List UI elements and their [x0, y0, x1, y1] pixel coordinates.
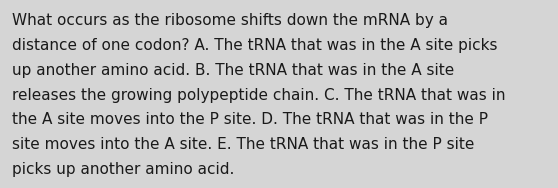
Text: releases the growing polypeptide chain. C. The tRNA that was in: releases the growing polypeptide chain. … — [12, 88, 506, 103]
Text: site moves into the A site. E. The tRNA that was in the P site: site moves into the A site. E. The tRNA … — [12, 137, 475, 152]
Text: up another amino acid. B. The tRNA that was in the A site: up another amino acid. B. The tRNA that … — [12, 63, 455, 78]
Text: the A site moves into the P site. D. The tRNA that was in the P: the A site moves into the P site. D. The… — [12, 112, 488, 127]
Text: picks up another amino acid.: picks up another amino acid. — [12, 162, 235, 177]
Text: distance of one codon? A. The tRNA that was in the A site picks: distance of one codon? A. The tRNA that … — [12, 38, 498, 53]
Text: What occurs as the ribosome shifts down the mRNA by a: What occurs as the ribosome shifts down … — [12, 13, 448, 28]
